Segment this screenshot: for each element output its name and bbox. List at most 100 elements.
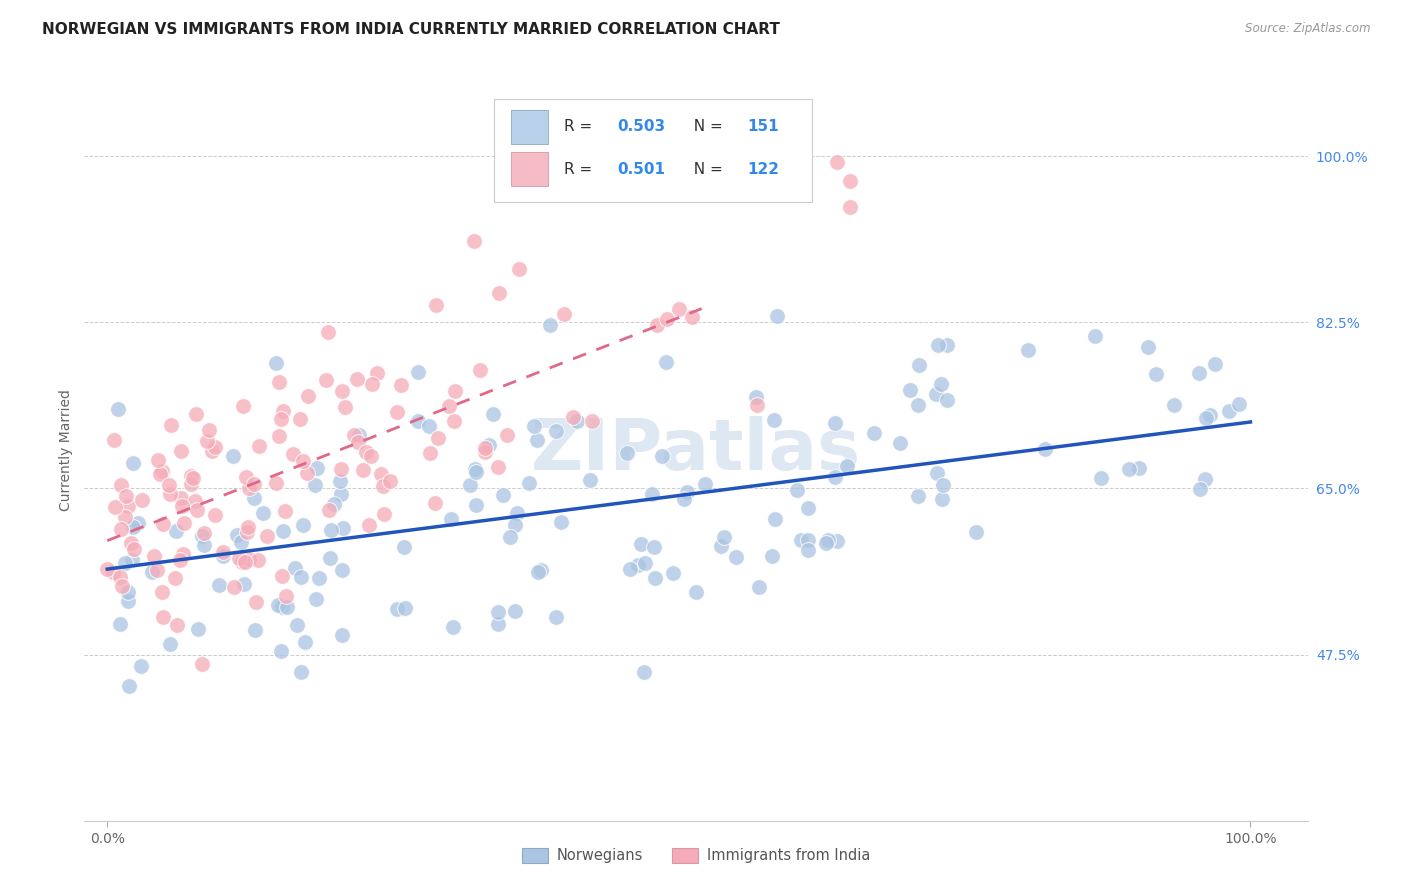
Point [165,524,187,539]
Point [232,399,254,413]
Point [544,424,567,438]
Point [908,359,931,373]
Point [121,553,143,567]
Point [695,477,717,491]
Point [486,617,509,632]
Point [929,377,952,392]
Point [1090,471,1112,485]
Point [530,563,553,577]
Point [231,555,253,569]
Point [264,475,287,490]
Point [1194,471,1216,485]
Point [526,433,548,447]
Point [121,456,143,470]
Point [118,679,141,693]
Point [581,414,603,428]
Point [172,500,194,514]
Point [193,538,215,552]
Point [641,487,664,501]
Point [235,469,257,483]
Point [1227,397,1250,411]
Text: N =: N = [683,161,727,177]
Point [330,563,353,577]
Point [1144,368,1167,382]
Point [491,488,513,502]
Point [488,286,510,301]
Point [508,262,530,277]
Point [486,459,509,474]
Point [129,659,152,673]
Text: R =: R = [564,120,598,135]
Point [152,610,174,624]
Point [824,416,846,430]
Point [538,318,561,332]
Point [165,571,187,585]
Point [152,516,174,531]
Point [346,372,368,386]
Point [423,496,446,510]
Point [748,580,770,594]
Point [322,497,344,511]
Point [1189,483,1212,497]
Point [685,585,707,599]
Point [170,491,193,505]
Point [233,555,256,569]
Point [193,526,215,541]
Point [295,466,318,480]
Legend: Norwegians, Immigrants from India: Norwegians, Immigrants from India [516,842,876,869]
Point [187,622,209,636]
Point [468,363,491,377]
Point [297,389,319,403]
Point [157,478,180,492]
Point [496,428,519,442]
Point [392,540,415,554]
Point [195,434,218,448]
Point [172,547,194,561]
Point [627,558,650,572]
Point [927,337,949,351]
Point [389,377,412,392]
Point [238,481,260,495]
Point [141,566,163,580]
Point [288,412,311,426]
Point [550,516,572,530]
Point [1137,340,1160,354]
Point [443,415,465,429]
Point [478,437,501,451]
Point [825,155,848,169]
Point [465,499,488,513]
FancyBboxPatch shape [512,111,548,144]
Point [426,431,449,445]
Point [790,533,813,547]
Point [146,453,169,467]
Point [159,487,181,501]
Point [347,434,370,449]
Point [925,386,948,401]
FancyBboxPatch shape [494,99,813,202]
Point [1199,409,1222,423]
Point [373,507,395,521]
Point [212,549,235,563]
Point [186,502,208,516]
Point [662,566,685,580]
Text: 0.503: 0.503 [617,120,666,135]
Point [329,462,352,476]
Text: Source: ZipAtlas.com: Source: ZipAtlas.com [1246,22,1371,36]
Point [117,584,139,599]
Point [630,537,652,551]
Point [96,561,118,575]
Point [936,393,959,408]
Point [208,578,231,592]
Point [291,454,314,468]
Point [839,174,862,188]
Point [458,478,481,492]
Point [347,428,370,442]
Point [763,413,786,427]
Point [619,561,641,575]
Point [204,440,226,454]
Point [654,354,676,368]
Point [318,325,340,339]
Point [523,419,546,434]
Point [290,665,312,679]
Point [319,551,342,566]
